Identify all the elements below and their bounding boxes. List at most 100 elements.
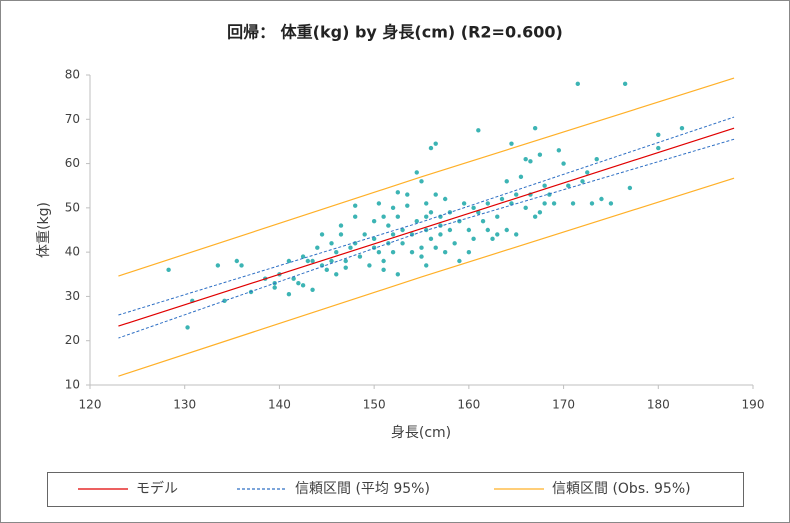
point: [589, 201, 595, 206]
point: [367, 263, 372, 268]
point: [551, 201, 557, 206]
point: [514, 192, 519, 197]
line-series: [118, 138, 735, 339]
point: [338, 223, 344, 228]
point: [353, 241, 358, 246]
point: [608, 201, 614, 206]
x-tick-label: 170: [552, 398, 575, 412]
line-series: [118, 77, 735, 277]
point: [495, 232, 500, 237]
point: [656, 132, 661, 137]
point: [542, 183, 547, 188]
point: [428, 210, 434, 215]
point: [390, 205, 396, 211]
point: [466, 249, 472, 255]
point: [234, 258, 240, 264]
point: [485, 227, 490, 233]
point: [433, 141, 438, 146]
legend-label: 信頼区間 (Obs. 95%): [552, 481, 691, 497]
point: [532, 125, 538, 131]
point: [447, 227, 453, 233]
point: [390, 232, 396, 237]
point: [490, 236, 495, 242]
point: [286, 258, 292, 264]
y-tick-label: 20: [65, 333, 80, 347]
point: [428, 145, 434, 151]
point: [376, 201, 382, 206]
point: [414, 218, 419, 224]
point: [509, 141, 514, 146]
point: [215, 263, 221, 268]
point: [442, 249, 448, 255]
point: [300, 254, 306, 259]
point: [405, 203, 410, 208]
point: [376, 249, 382, 255]
point: [599, 196, 604, 202]
point: [566, 183, 571, 188]
point: [381, 214, 386, 219]
point: [656, 145, 661, 151]
point: [575, 81, 580, 87]
point: [532, 214, 538, 219]
point: [495, 214, 500, 219]
point: [570, 201, 576, 206]
point: [480, 218, 486, 224]
point: [471, 205, 476, 211]
point: [334, 272, 339, 277]
point: [542, 201, 547, 206]
point: [409, 249, 415, 255]
point: [400, 241, 405, 246]
y-axis-label: 体重(kg): [36, 202, 52, 258]
point: [239, 263, 244, 268]
point: [310, 287, 315, 292]
point: [457, 258, 462, 264]
point: [594, 156, 599, 162]
x-tick-label: 150: [363, 398, 386, 412]
point: [371, 236, 377, 242]
point: [622, 81, 628, 87]
point: [471, 236, 476, 242]
point: [556, 148, 562, 153]
point: [679, 125, 685, 131]
point: [329, 258, 334, 264]
point: [329, 241, 334, 246]
point: [424, 201, 429, 206]
point: [272, 285, 277, 290]
point: [476, 128, 481, 133]
x-tick-label: 190: [742, 398, 765, 412]
chart-title: 回帰： 体重(kg) by 身長(cm) (R2=0.600): [227, 23, 563, 42]
point: [310, 258, 315, 264]
point: [166, 267, 171, 273]
point: [485, 201, 490, 206]
point: [537, 152, 543, 157]
y-tick-label: 60: [65, 156, 80, 170]
point: [428, 236, 434, 242]
y-tick-label: 40: [65, 245, 80, 259]
point: [504, 179, 509, 184]
point: [419, 179, 424, 184]
point: [400, 227, 405, 233]
point: [338, 232, 344, 237]
point: [353, 214, 358, 219]
point: [438, 232, 443, 237]
point: [433, 245, 438, 250]
legend-box: [47, 472, 744, 507]
point: [514, 232, 519, 237]
y-tick-label: 30: [65, 289, 80, 303]
y-tick-label: 80: [65, 68, 80, 82]
line-series: [118, 177, 735, 377]
point: [381, 267, 386, 273]
point: [461, 201, 467, 206]
point: [523, 205, 528, 211]
point: [585, 170, 590, 175]
legend-label: モデル: [136, 480, 178, 497]
point: [343, 265, 348, 270]
point: [300, 283, 306, 288]
point: [348, 245, 353, 250]
point: [433, 192, 438, 197]
y-tick-label: 70: [65, 112, 80, 126]
point: [452, 241, 457, 246]
point: [580, 179, 585, 184]
point: [315, 245, 320, 250]
